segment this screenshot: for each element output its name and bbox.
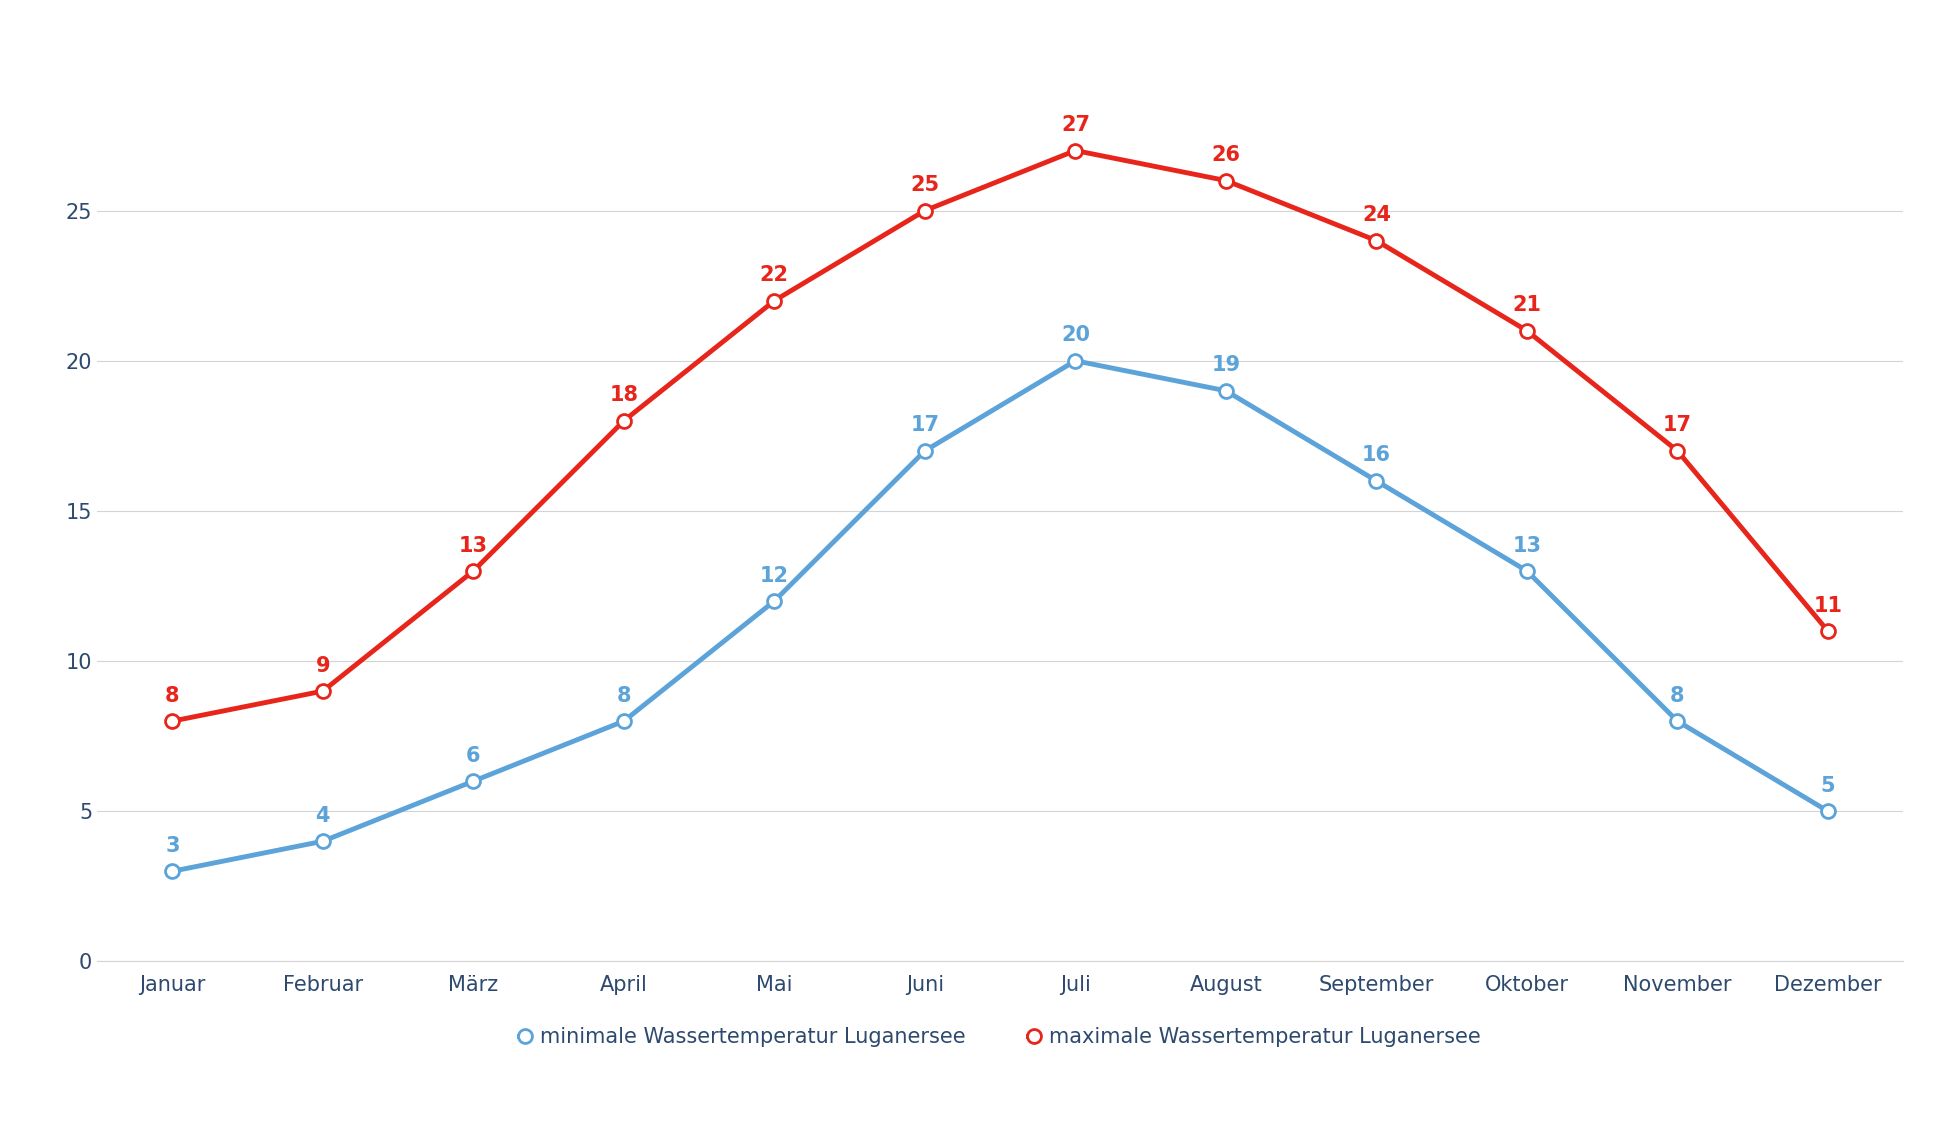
maximale Wassertemperatur Luganersee bbox=[763, 294, 787, 308]
Text: 17: 17 bbox=[1662, 415, 1691, 435]
Text: 9: 9 bbox=[315, 656, 330, 675]
Text: 11: 11 bbox=[1814, 596, 1843, 615]
maximale Wassertemperatur Luganersee bbox=[913, 204, 936, 217]
Text: 13: 13 bbox=[1513, 535, 1542, 555]
Text: 5: 5 bbox=[1820, 776, 1835, 796]
Text: 25: 25 bbox=[911, 175, 940, 196]
Line: minimale Wassertemperatur Luganersee: minimale Wassertemperatur Luganersee bbox=[165, 354, 1835, 878]
maximale Wassertemperatur Luganersee bbox=[1816, 624, 1839, 638]
minimale Wassertemperatur Luganersee bbox=[462, 775, 486, 788]
maximale Wassertemperatur Luganersee bbox=[311, 684, 334, 698]
Text: 8: 8 bbox=[165, 685, 179, 706]
minimale Wassertemperatur Luganersee bbox=[1064, 354, 1088, 368]
minimale Wassertemperatur Luganersee bbox=[612, 715, 635, 728]
Text: 27: 27 bbox=[1060, 115, 1089, 135]
maximale Wassertemperatur Luganersee bbox=[1666, 444, 1690, 458]
maximale Wassertemperatur Luganersee bbox=[462, 564, 486, 578]
Text: 3: 3 bbox=[165, 836, 179, 856]
Text: 18: 18 bbox=[610, 386, 639, 405]
minimale Wassertemperatur Luganersee bbox=[763, 594, 787, 607]
Text: 24: 24 bbox=[1361, 205, 1390, 225]
Text: 6: 6 bbox=[466, 745, 480, 766]
Text: 12: 12 bbox=[759, 566, 788, 586]
Text: 21: 21 bbox=[1513, 295, 1542, 316]
Text: 13: 13 bbox=[458, 535, 487, 555]
Legend: minimale Wassertemperatur Luganersee, maximale Wassertemperatur Luganersee: minimale Wassertemperatur Luganersee, ma… bbox=[511, 1019, 1490, 1055]
minimale Wassertemperatur Luganersee bbox=[1666, 715, 1690, 728]
maximale Wassertemperatur Luganersee bbox=[612, 414, 635, 428]
Text: 26: 26 bbox=[1212, 145, 1241, 165]
maximale Wassertemperatur Luganersee bbox=[1214, 174, 1237, 188]
Text: 8: 8 bbox=[1670, 685, 1684, 706]
Text: 8: 8 bbox=[618, 685, 631, 706]
Text: 19: 19 bbox=[1212, 355, 1241, 375]
Text: 22: 22 bbox=[759, 266, 788, 285]
Text: 4: 4 bbox=[317, 805, 330, 826]
Text: 17: 17 bbox=[911, 415, 940, 435]
minimale Wassertemperatur Luganersee bbox=[1816, 804, 1839, 818]
Line: maximale Wassertemperatur Luganersee: maximale Wassertemperatur Luganersee bbox=[165, 144, 1835, 728]
minimale Wassertemperatur Luganersee bbox=[1214, 385, 1237, 398]
minimale Wassertemperatur Luganersee bbox=[913, 444, 936, 458]
minimale Wassertemperatur Luganersee bbox=[1365, 474, 1389, 487]
maximale Wassertemperatur Luganersee bbox=[161, 715, 184, 728]
minimale Wassertemperatur Luganersee bbox=[1515, 564, 1538, 578]
Text: 20: 20 bbox=[1060, 326, 1089, 345]
maximale Wassertemperatur Luganersee bbox=[1515, 323, 1538, 337]
Text: 16: 16 bbox=[1361, 446, 1390, 466]
minimale Wassertemperatur Luganersee bbox=[311, 835, 334, 848]
maximale Wassertemperatur Luganersee bbox=[1365, 234, 1389, 248]
minimale Wassertemperatur Luganersee bbox=[161, 864, 184, 878]
maximale Wassertemperatur Luganersee bbox=[1064, 144, 1088, 157]
